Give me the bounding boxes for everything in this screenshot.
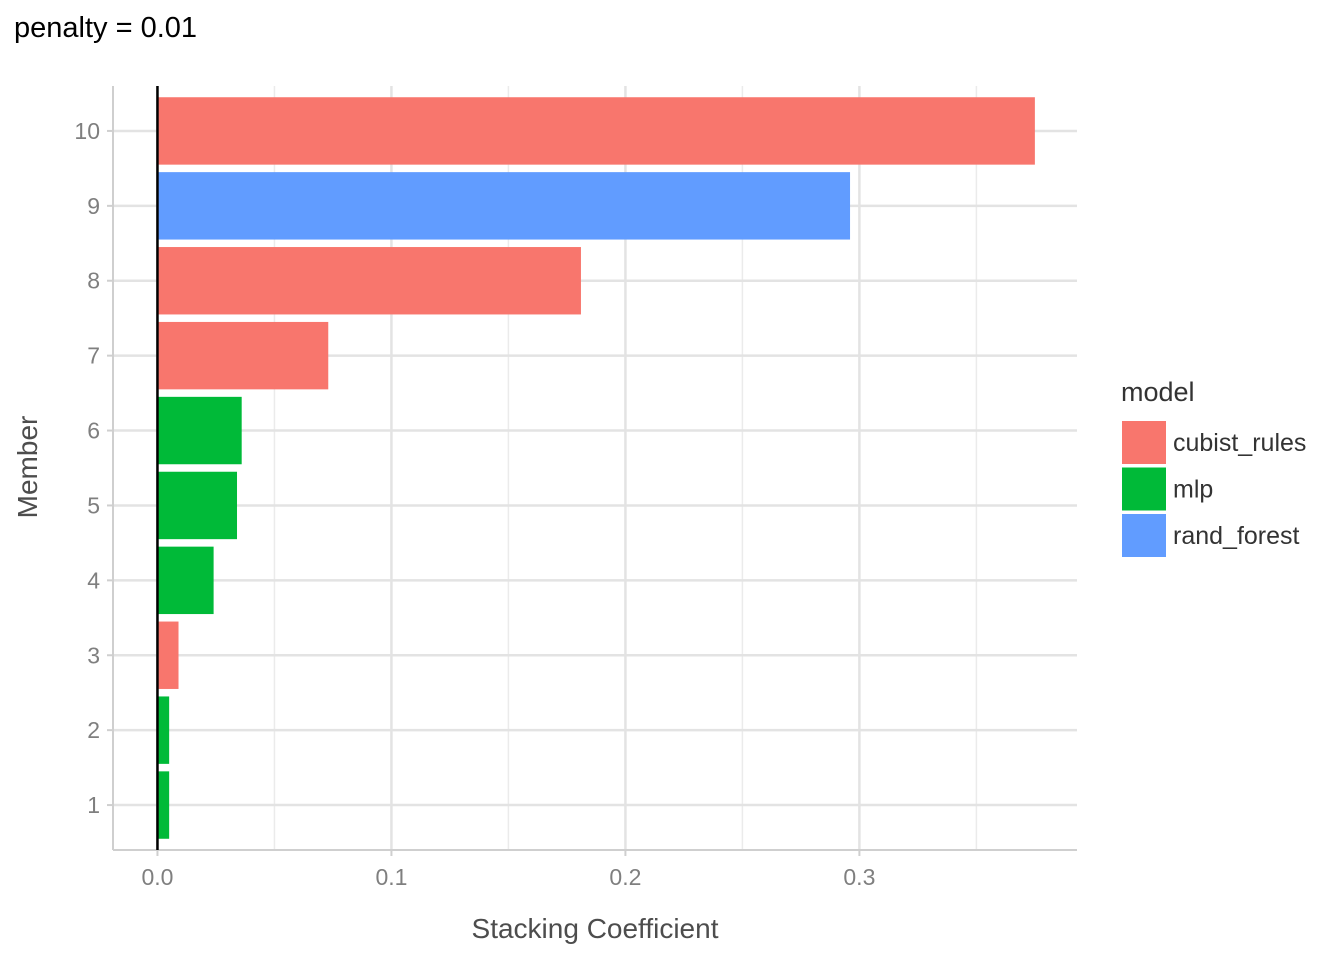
bar-member-5 [157, 471, 238, 540]
bar-member-9 [157, 172, 851, 240]
bar-member-2 [157, 696, 170, 764]
legend-swatch-cubist-rules [1122, 421, 1166, 464]
axis-frame [107, 86, 1077, 856]
y-tick-label: 4 [87, 567, 100, 593]
bar-member-1 [157, 771, 170, 839]
y-tick-label: 3 [87, 642, 100, 668]
legend-title: model [1121, 377, 1195, 407]
bar-member-10 [157, 97, 1035, 165]
y-tick-label: 5 [87, 492, 100, 518]
bar-member-6 [157, 396, 242, 465]
chart-title: penalty = 0.01 [14, 12, 197, 44]
legend-label-rand-forest: rand_forest [1173, 522, 1300, 550]
y-tick-label: 2 [87, 717, 100, 743]
legend-swatch-mlp [1122, 467, 1166, 511]
x-tick-label: 0.3 [843, 864, 875, 890]
y-tick-label: 1 [87, 792, 100, 818]
legend-swatch-rand-forest [1122, 514, 1166, 557]
y-tick-labels: 1 2 3 4 5 6 7 8 9 10 [74, 118, 100, 818]
x-tick-labels: 0.0 0.1 0.2 0.3 [141, 864, 875, 890]
bar-member-3 [157, 621, 179, 689]
bars [157, 97, 1035, 839]
y-axis-title: Member [12, 416, 43, 519]
y-tick-label: 6 [87, 418, 100, 444]
legend-label-cubist-rules: cubist_rules [1173, 429, 1306, 457]
y-tick-label: 8 [87, 268, 100, 294]
x-axis-title: Stacking Coefficient [472, 913, 719, 944]
x-tick-label: 0.2 [609, 864, 641, 890]
x-tick-label: 0.1 [375, 864, 407, 890]
y-tick-label: 10 [74, 118, 100, 144]
legend-label-mlp: mlp [1173, 476, 1213, 504]
x-tick-label: 0.0 [141, 864, 173, 890]
bar-member-7 [157, 321, 329, 390]
bar-member-4 [157, 546, 214, 615]
y-tick-label: 7 [87, 343, 100, 369]
y-tick-label: 9 [87, 193, 100, 219]
bar-member-8 [157, 247, 581, 315]
